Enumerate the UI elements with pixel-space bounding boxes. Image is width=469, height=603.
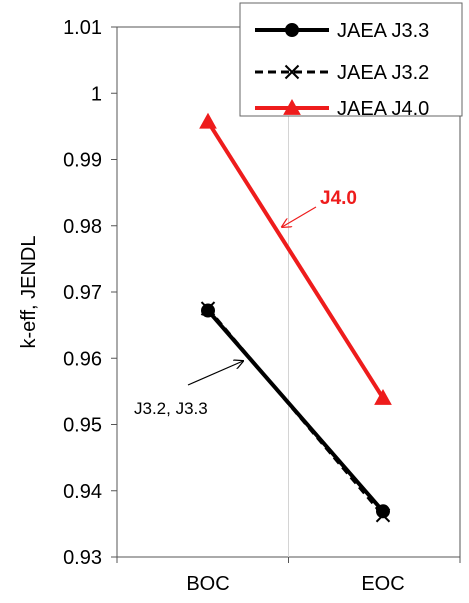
axes-layer: 0.93 0.94 0.95 0.96 0.97 0.98 0.99 1 1.01 BOC EOC k… — [18, 17, 461, 595]
y-axis-title: k-eff, JENDL — [18, 236, 40, 349]
annotation-label: J4.0 — [320, 188, 357, 209]
y-tick-label: 1 — [91, 83, 102, 105]
series-jaea-j3-3 — [201, 303, 390, 519]
data-point — [376, 504, 390, 519]
y-tick-label: 0.97 — [63, 282, 102, 304]
legend-item: JAEA J3.2 — [255, 62, 429, 84]
legend-item: JAEA J3.3 — [255, 20, 429, 42]
series-layer — [199, 112, 392, 523]
y-tick-label: 0.98 — [63, 216, 102, 238]
legend-box — [239, 2, 463, 117]
y-tick-label: 0.94 — [63, 481, 102, 503]
annotation-arrow — [187, 361, 243, 386]
legend-label: JAEA J3.2 — [337, 62, 429, 84]
y-tick-label: 0.93 — [63, 547, 102, 569]
marker-x-stroke — [284, 64, 300, 80]
data-point — [374, 388, 392, 405]
legend-label: JAEA J4.0 — [337, 98, 429, 120]
annotation-label: J3.2, J3.3 — [134, 399, 208, 418]
legend-label: JAEA J3.3 — [337, 20, 429, 42]
y-tick-label: 0.99 — [63, 150, 102, 172]
y-tick-label: 0.95 — [63, 415, 102, 437]
legend-marker — [283, 98, 301, 115]
legend-layer: JAEA J3.3 JAEA J3.2 JAEA J4.0 — [239, 2, 463, 120]
x-tick-label: EOC — [361, 573, 404, 595]
data-point — [199, 112, 217, 129]
series-line — [206, 309, 385, 513]
series-line — [206, 120, 385, 400]
y-tick-label: 0.96 — [63, 348, 102, 370]
y-tick-label: 1.01 — [63, 17, 102, 39]
annotation-arrow — [282, 206, 317, 227]
series-jaea-j4-0 — [199, 112, 392, 405]
legend-marker — [285, 23, 299, 37]
x-tick-label: BOC — [186, 573, 229, 595]
annotations-layer: J4.0 J3.2, J3.3 — [134, 188, 357, 418]
legend-item: JAEA J4.0 — [255, 98, 429, 120]
data-point — [201, 303, 215, 318]
legend-marker — [284, 64, 300, 80]
